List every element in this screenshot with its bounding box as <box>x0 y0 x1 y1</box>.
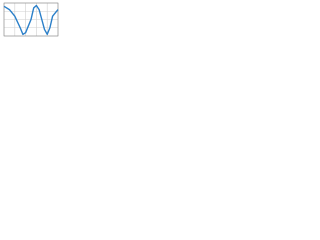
chart <box>0 0 60 40</box>
background <box>0 0 60 40</box>
plot-frame <box>3 2 59 37</box>
line <box>3 4 59 36</box>
